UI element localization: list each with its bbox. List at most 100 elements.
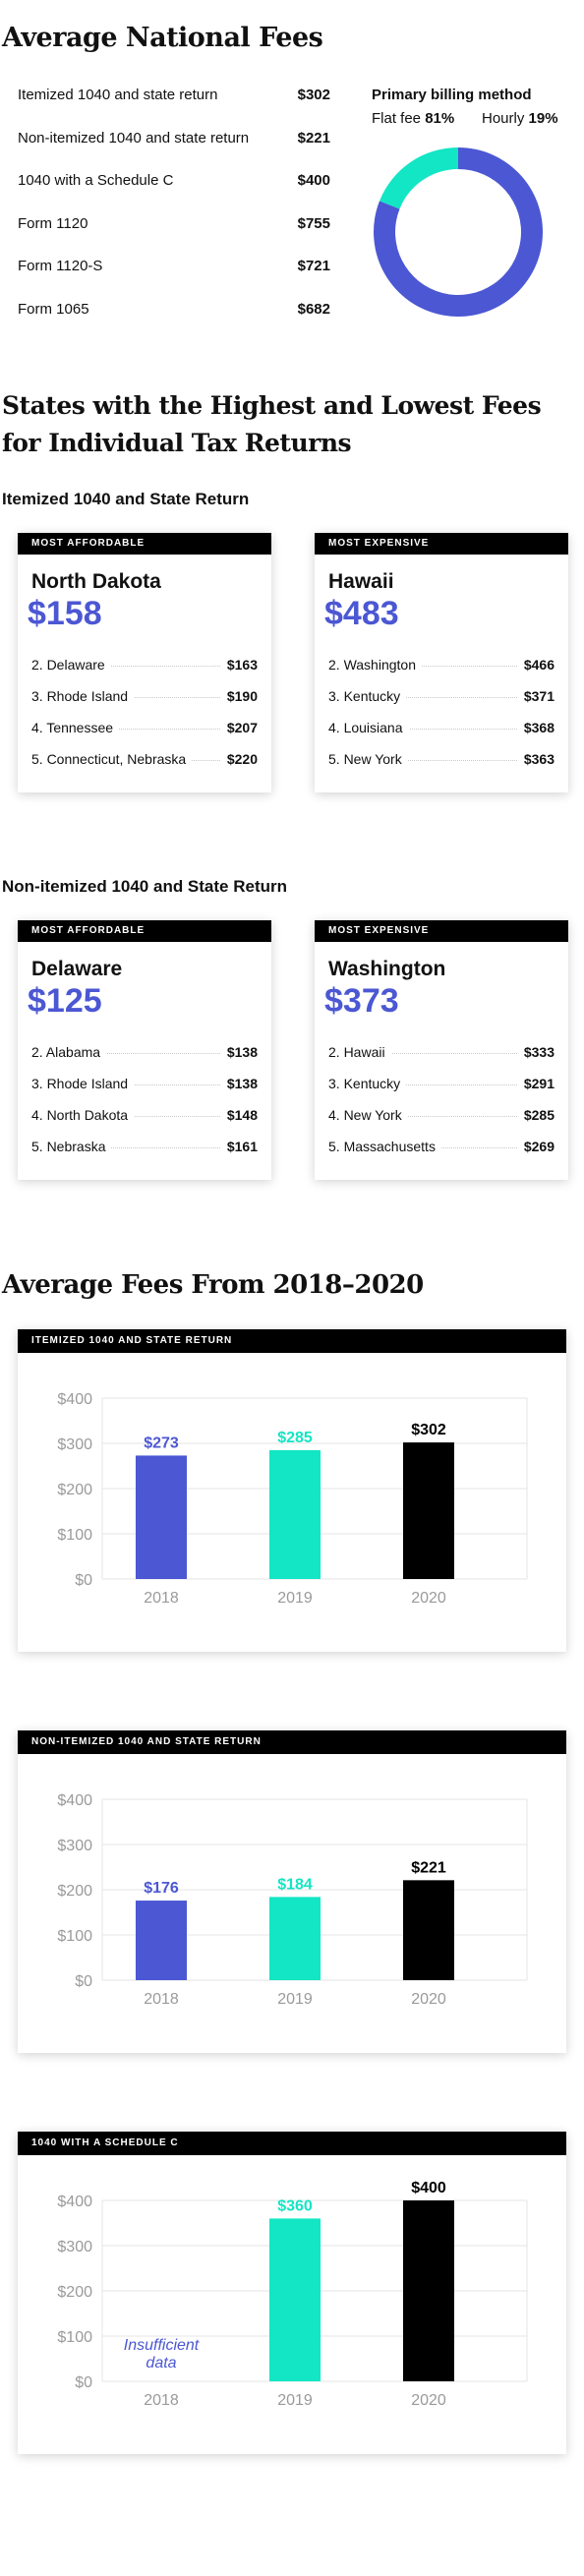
y-tick-label: $300 [57, 2239, 92, 2255]
state-card-item: 3. Kentucky $371 [328, 680, 555, 712]
fee-row: Form 1120-S $721 [18, 258, 330, 287]
state-card-list: 2. Washington $466 3. Kentucky $371 4. Louis… [328, 649, 555, 775]
state-name: 5. Connecticut, Nebraska [31, 751, 193, 767]
bar-chart-card: ITEMIZED 1040 AND STATE RETURN $0 $100 $200… [18, 1329, 566, 1652]
national-title: Average National Fees [2, 23, 323, 53]
state-card-item: 3. Rhode Island $138 [31, 1068, 258, 1099]
state-fee: $363 [517, 751, 555, 767]
state-card-affordable: MOST AFFORDABLE North Dakota $158 2. Delawa… [18, 533, 271, 792]
state-group-heading: Itemized 1040 and State Return [2, 490, 250, 508]
state-card-item: 5. Connecticut, Nebraska $220 [31, 743, 258, 775]
billing-hourly-value: 19% [528, 110, 558, 127]
states-title-line1: States with the Highest and Lowest Fees [2, 391, 542, 420]
dotted-leader [31, 729, 258, 730]
bar-chart: $0 $100 $200 $300 $400 2018 $176 2019 $184 2020 $2… [57, 1792, 528, 2008]
dotted-leader [328, 697, 555, 698]
y-tick-label: $100 [57, 1527, 92, 1544]
state-card-affordable: MOST AFFORDABLE Delaware $125 2. Alabama $13… [18, 920, 271, 1180]
state-fee: $466 [517, 657, 555, 673]
x-tick-label: 2018 [144, 1991, 179, 2008]
state-name: 3. Rhode Island [31, 688, 135, 704]
y-tick-label: $0 [75, 1572, 92, 1589]
billing-hourly: Hourly 19% [482, 110, 558, 127]
y-tick-label: $200 [57, 2284, 92, 2301]
x-tick-label: 2018 [144, 2392, 179, 2409]
bar-2018 [136, 1901, 187, 1980]
state-fee: $368 [517, 720, 555, 735]
bar-chart-card: 1040 WITH A SCHEDULE C $0 $100 $200 $300 $400… [18, 2132, 566, 2454]
state-card-tag: MOST AFFORDABLE [18, 533, 271, 555]
fee-row: Itemized 1040 and state return $302 [18, 87, 330, 116]
x-tick-label: 2020 [411, 1991, 446, 2008]
billing-donut-chart [374, 147, 543, 317]
state-card-item: 5. Nebraska $161 [31, 1131, 258, 1162]
bar-2020 [403, 1442, 454, 1579]
state-fee: $269 [517, 1139, 555, 1154]
state-name: 2. Hawaii [328, 1044, 391, 1060]
state-card-item: 4. Tennessee $207 [31, 712, 258, 743]
fee-label: Itemized 1040 and state return [18, 87, 218, 103]
state-name: 4. North Dakota [31, 1107, 135, 1123]
state-card-item: 2. Hawaii $333 [328, 1036, 555, 1068]
state-card-item: 4. Louisiana $368 [328, 712, 555, 743]
x-tick-label: 2019 [277, 2392, 313, 2409]
bar-2020 [403, 2200, 454, 2381]
x-tick-label: 2018 [144, 1590, 179, 1607]
state-name: 2. Delaware [31, 657, 111, 673]
fee-label: Form 1120-S [18, 258, 103, 274]
state-card-list: 2. Hawaii $333 3. Kentucky $291 4. New York $… [328, 1036, 555, 1162]
y-tick-label: $400 [57, 1391, 92, 1408]
state-card-expensive: MOST EXPENSIVE Washington $373 2. Hawaii $33… [315, 920, 568, 1180]
fee-value: $221 [297, 129, 330, 146]
state-card-state: Washington [328, 958, 446, 980]
trends-title: Average Fees From 2018–2020 [2, 1270, 424, 1300]
dotted-leader [328, 1116, 555, 1117]
chart-title: 1040 WITH A SCHEDULE C [18, 2132, 566, 2155]
bar-2020 [403, 1880, 454, 1980]
state-card-item: 3. Rhode Island $190 [31, 680, 258, 712]
state-card-state: North Dakota [31, 570, 161, 593]
fee-label: Form 1065 [18, 300, 89, 318]
dotted-leader [31, 697, 258, 698]
x-tick-label: 2020 [411, 1590, 446, 1607]
state-fee: $163 [220, 657, 258, 673]
bar-chart-card: NON-ITEMIZED 1040 AND STATE RETURN $0 $100… [18, 1730, 566, 2053]
billing-flat: Flat fee 81% [372, 110, 454, 127]
y-tick-label: $0 [75, 2374, 92, 2391]
state-card-state: Delaware [31, 958, 123, 980]
states-title: States with the Highest and Lowest Fees … [2, 387, 542, 462]
state-name: 3. Kentucky [328, 688, 407, 704]
dotted-leader [328, 729, 555, 730]
state-card-item: 2. Delaware $163 [31, 649, 258, 680]
fee-label: Non-itemized 1040 and state return [18, 129, 250, 146]
fee-value: $302 [297, 87, 330, 103]
dotted-leader [328, 1147, 555, 1148]
state-card-item: 3. Kentucky $291 [328, 1068, 555, 1099]
state-card-list: 2. Alabama $138 3. Rhode Island $138 4. Nort… [31, 1036, 258, 1162]
y-tick-label: $300 [57, 1436, 92, 1453]
state-name: 4. Tennessee [31, 720, 120, 735]
dotted-leader [31, 1116, 258, 1117]
state-card-tag: MOST EXPENSIVE [315, 533, 568, 555]
bar-chart: $0 $100 $200 $300 $400 2018 2019 $360 2020 $400 In… [57, 2180, 528, 2409]
y-tick-label: $0 [75, 1973, 92, 1990]
fee-value: $755 [297, 214, 330, 232]
y-tick-label: $200 [57, 1883, 92, 1900]
dotted-leader [328, 760, 555, 761]
state-name: 4. Louisiana [328, 720, 409, 735]
state-fee: $138 [220, 1076, 258, 1091]
dotted-leader [31, 1084, 258, 1085]
insufficient-data-note: Insufficient data [124, 2337, 200, 2371]
state-card-value: $158 [28, 595, 102, 632]
state-fee: $371 [517, 688, 555, 704]
state-card-list: 2. Delaware $163 3. Rhode Island $190 4. Ten… [31, 649, 258, 775]
fee-value: $682 [297, 300, 330, 318]
fee-label: 1040 with a Schedule C [18, 172, 174, 189]
billing-hourly-label: Hourly [482, 110, 525, 127]
y-tick-label: $300 [57, 1838, 92, 1854]
x-tick-label: 2020 [411, 2392, 446, 2409]
state-fee: $220 [220, 751, 258, 767]
billing-flat-label: Flat fee [372, 110, 422, 127]
state-fee: $285 [517, 1107, 555, 1123]
dotted-leader [328, 666, 555, 667]
